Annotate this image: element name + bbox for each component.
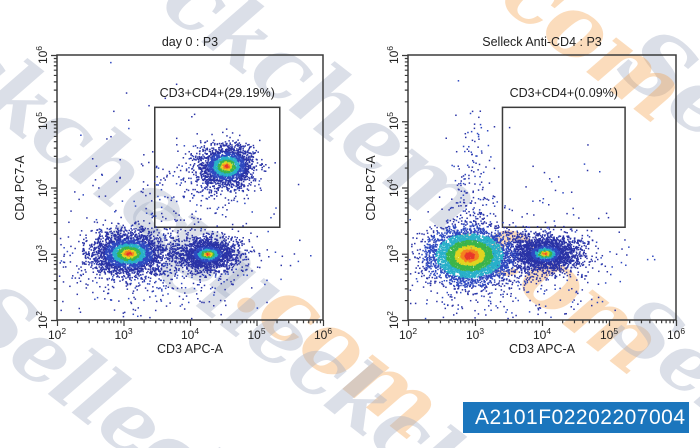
x-tick-label: 106: [666, 326, 686, 342]
x-tick-label: 106: [313, 326, 333, 342]
y-tick-label: 106: [385, 45, 401, 65]
x-axis-label: CD3 APC-A: [157, 342, 223, 356]
x-tick-label: 103: [465, 326, 485, 342]
x-tick-label: 102: [47, 326, 67, 342]
x-tick-label: 105: [599, 326, 619, 342]
catalog-number-badge: A2101F02202207004: [463, 402, 689, 433]
y-axis-label: CD4 PC7-A: [13, 154, 27, 221]
gate-label: CD3+CD4+(0.09%): [509, 86, 618, 100]
y-tick-label: 102: [34, 310, 50, 330]
x-tick-label: 104: [532, 326, 552, 342]
y-tick-label: 102: [385, 310, 401, 330]
y-tick-label: 103: [34, 244, 50, 263]
x-tick-label: 103: [114, 326, 133, 342]
y-tick-label: 104: [385, 178, 401, 197]
panel-title: Selleck Anti-CD4 : P3: [482, 35, 602, 49]
x-tick-label: 105: [247, 326, 266, 342]
y-tick-label: 105: [385, 112, 401, 131]
y-tick-label: 105: [34, 112, 50, 131]
y-tick-label: 103: [385, 244, 401, 263]
y-axis-label: CD4 PC7-A: [364, 154, 378, 221]
gate-label: CD3+CD4+(29.19%): [159, 86, 275, 100]
x-tick-label: 104: [180, 326, 200, 342]
x-tick-label: 102: [398, 326, 418, 342]
y-tick-label: 104: [34, 178, 50, 197]
panel-title: day 0 : P3: [161, 35, 219, 49]
y-tick-label: 106: [34, 45, 50, 65]
x-axis-label: CD3 APC-A: [509, 342, 575, 356]
